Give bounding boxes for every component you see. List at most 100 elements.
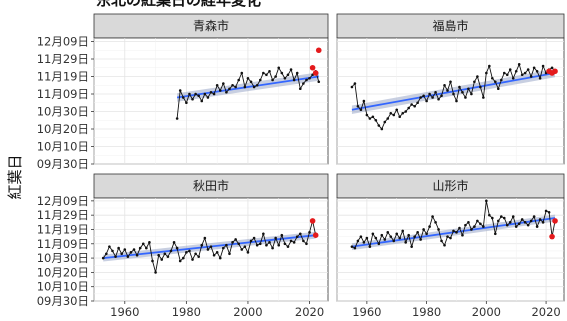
data-point [206, 96, 210, 99]
data-point [401, 111, 405, 115]
x-tick-label: 2000 [233, 305, 262, 319]
data-point [234, 238, 237, 241]
data-point [317, 80, 321, 84]
data-point [350, 85, 354, 89]
x-axis-ticks: 1960 1980 2000 2020 1960 1980 2000 2020 [110, 301, 561, 319]
data-point [359, 108, 363, 112]
data-point [178, 259, 182, 263]
data-point [416, 101, 419, 105]
data-point [482, 96, 485, 99]
highlight-point [309, 64, 316, 71]
data-point [485, 71, 488, 75]
data-point [502, 71, 506, 75]
data-point [120, 252, 124, 256]
data-point [249, 80, 253, 84]
data-point [286, 73, 290, 77]
data-point [419, 238, 422, 241]
data-point [431, 215, 434, 218]
data-point [188, 92, 191, 96]
data-point [526, 68, 530, 71]
data-point [252, 85, 256, 89]
data-point [452, 92, 455, 96]
data-point [485, 199, 488, 203]
data-point [231, 83, 234, 87]
data-point [101, 256, 105, 260]
data-point [283, 242, 287, 246]
data-point [225, 90, 228, 94]
data-point [401, 229, 405, 233]
data-point [380, 127, 384, 131]
data-point [228, 87, 231, 91]
data-point [135, 253, 139, 257]
data-point [243, 245, 247, 248]
data-point [529, 219, 533, 223]
data-point [368, 245, 372, 248]
data-point [197, 94, 200, 98]
data-point [148, 241, 151, 244]
data-point [517, 62, 521, 66]
data-point [428, 92, 431, 96]
y-tick-label: 11月19日 [37, 222, 89, 236]
data-point [410, 103, 413, 106]
data-point [526, 223, 530, 227]
data-point [514, 69, 518, 73]
data-point [212, 92, 216, 96]
data-point [532, 66, 536, 70]
panel-title: 山形市 [432, 178, 468, 193]
data-point [395, 108, 399, 112]
data-point [246, 76, 250, 80]
data-point [255, 243, 259, 247]
panel-background [336, 197, 565, 302]
data-point [175, 246, 179, 250]
data-point [203, 236, 207, 240]
data-point [302, 239, 305, 243]
panel-background [93, 37, 329, 165]
data-point [175, 117, 179, 120]
data-point [508, 68, 512, 71]
data-point [145, 246, 148, 250]
data-point [188, 249, 191, 253]
data-point [353, 82, 357, 85]
data-point [541, 64, 545, 68]
data-point [185, 101, 188, 105]
data-point [479, 222, 482, 226]
data-point [371, 232, 375, 236]
data-point [443, 243, 446, 247]
data-point [277, 66, 281, 70]
data-point [494, 232, 497, 236]
data-point [151, 259, 154, 263]
y-tick-label: 09月30日 [37, 157, 89, 171]
data-point [209, 245, 213, 248]
data-point [392, 239, 396, 243]
data-point [218, 256, 222, 260]
data-point [419, 96, 422, 99]
data-point [434, 90, 437, 94]
data-point [365, 113, 369, 117]
data-point [178, 89, 182, 92]
panel-title: 福島市 [432, 18, 468, 33]
data-point [215, 251, 219, 254]
data-point [305, 242, 308, 246]
data-point [517, 222, 521, 226]
data-point [398, 115, 402, 119]
data-point [197, 255, 200, 258]
highlight-point [552, 68, 558, 75]
panel-title: 青森市 [193, 18, 229, 33]
data-point [446, 89, 449, 92]
data-point [443, 83, 446, 87]
y-tick-label: 11月19日 [37, 70, 89, 84]
data-point [218, 89, 222, 92]
facet-panels: 青森市12月09日11月29日11月19日11月09日10月30日10月20日1… [37, 13, 565, 308]
data-point [479, 85, 482, 89]
data-point [286, 245, 290, 248]
data-point [280, 233, 284, 237]
data-point [126, 255, 130, 258]
data-point [138, 246, 142, 250]
data-point [237, 78, 241, 82]
data-point [274, 236, 277, 240]
data-point [212, 253, 216, 257]
data-point [280, 71, 284, 75]
highlight-point [315, 47, 322, 54]
data-point [482, 225, 485, 228]
